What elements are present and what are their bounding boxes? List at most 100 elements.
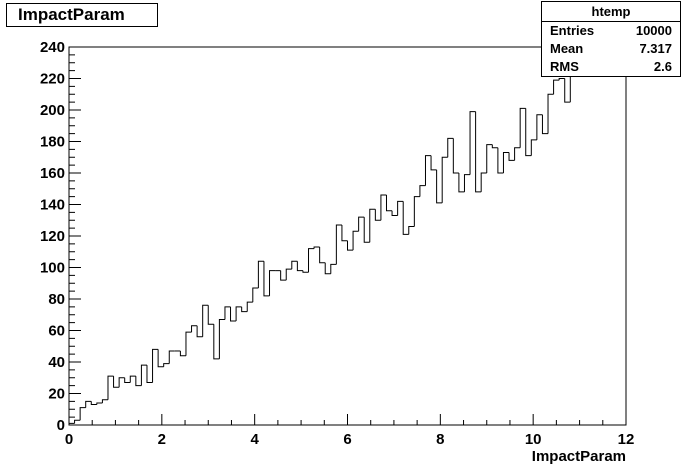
histogram-bar — [341, 224, 348, 242]
histogram-bar — [530, 139, 537, 156]
y-tick-label: 240 — [40, 39, 65, 56]
histogram-bar — [486, 144, 493, 173]
stats-row-mean: Mean 7.317 — [542, 40, 680, 58]
histogram-bar — [152, 348, 159, 383]
histogram-bar — [263, 261, 270, 297]
histogram-bar — [363, 217, 370, 243]
histogram-bar — [358, 216, 365, 232]
x-tick-label: 2 — [158, 431, 166, 448]
histogram-bar — [452, 138, 459, 174]
histogram-bar — [163, 363, 170, 367]
histogram-bar — [280, 270, 287, 281]
stats-value: 10000 — [635, 23, 672, 38]
histogram-bar — [296, 261, 303, 272]
x-tick-label: 8 — [436, 431, 444, 448]
histogram-bar — [302, 270, 309, 273]
histogram-bar — [213, 324, 220, 360]
histogram-bar — [408, 226, 415, 235]
histogram-bar — [335, 224, 342, 265]
y-tick-label: 100 — [40, 260, 65, 277]
histogram-bar — [463, 174, 471, 192]
y-tick-label: 20 — [48, 386, 65, 403]
histogram-bar — [218, 318, 225, 359]
y-tick-label: 0 — [57, 417, 65, 434]
histogram-title: ImpactParam — [6, 3, 158, 27]
histogram-bar — [313, 246, 320, 249]
histogram-bar — [424, 155, 432, 186]
x-tick-label: 12 — [618, 431, 635, 448]
histogram-bars — [69, 63, 582, 425]
histogram-bar — [157, 349, 164, 368]
histogram-bar — [79, 407, 86, 421]
histogram-bar — [352, 230, 359, 251]
histogram-bar — [129, 375, 136, 383]
histogram-bar — [235, 306, 242, 322]
histogram-bar — [564, 78, 571, 103]
stats-key: Mean — [550, 41, 584, 56]
histogram-bar — [413, 196, 420, 227]
histogram-bar — [252, 287, 259, 303]
histogram-bar — [107, 375, 114, 400]
histogram-bar — [385, 195, 393, 212]
histogram-bar — [324, 262, 331, 275]
histogram-bar — [113, 376, 120, 388]
stats-histogram-name: htemp — [542, 2, 680, 22]
histogram-bar — [525, 108, 532, 157]
histogram-bar — [469, 111, 476, 175]
histogram-bar — [419, 185, 426, 197]
histogram-bar — [475, 111, 482, 193]
y-tick-label: 220 — [40, 71, 65, 88]
histogram-bar — [480, 172, 487, 192]
histogram-bar — [458, 173, 465, 193]
histogram-bar — [224, 306, 231, 320]
y-tick-label: 160 — [40, 165, 65, 182]
y-tick-label: 200 — [40, 102, 65, 119]
histogram-bar — [285, 268, 292, 281]
x-tick-label: 4 — [250, 431, 259, 448]
histogram-bar — [241, 306, 248, 313]
histogram-bar — [391, 210, 398, 217]
x-tick-label: 6 — [343, 431, 351, 448]
histogram-title-text: ImpactParam — [18, 5, 125, 24]
histogram-bar — [230, 306, 237, 322]
histogram-bar — [257, 260, 264, 288]
histogram-bar — [430, 155, 437, 171]
histogram-bar — [553, 79, 560, 95]
histogram-bar — [402, 201, 409, 235]
histogram-bar — [74, 419, 81, 424]
histogram-bar — [202, 304, 209, 337]
histogram-bar — [447, 137, 454, 158]
y-tick-label: 140 — [40, 197, 65, 214]
histogram-bar — [246, 301, 253, 312]
histogram-bar — [96, 402, 103, 405]
y-tick-label: 40 — [48, 354, 65, 371]
y-tick-label: 80 — [48, 291, 65, 308]
histogram-bar — [168, 350, 175, 364]
histogram-bar — [330, 263, 337, 274]
histogram-bar — [185, 331, 192, 356]
stats-row-rms: RMS 2.6 — [542, 58, 680, 76]
x-tick-label: 0 — [65, 431, 73, 448]
y-axis: 0 20 40 60 80 100 120 140 160 180 200 220 240 — [40, 39, 81, 434]
histogram-bar — [85, 400, 92, 408]
histogram-bar — [308, 248, 315, 273]
histogram-bar — [547, 93, 554, 134]
histogram-bar — [191, 325, 198, 333]
y-tick-label: 60 — [48, 323, 65, 340]
histogram-bar — [118, 377, 125, 388]
histogram-bar — [558, 78, 565, 81]
stats-value: 2.6 — [653, 59, 672, 74]
histogram-bar — [491, 144, 498, 149]
histogram-bar — [369, 208, 376, 243]
histogram-bar — [291, 260, 298, 270]
x-tick-label: 10 — [525, 431, 542, 448]
histogram-bar — [380, 194, 387, 221]
stats-key: RMS — [550, 59, 579, 74]
y-tick-label: 120 — [40, 228, 65, 245]
statistics-box: htemp Entries 10000 Mean 7.317 RMS 2.6 — [541, 1, 681, 77]
histogram-bar — [441, 156, 448, 203]
stats-key: Entries — [550, 23, 595, 38]
histogram-bar — [90, 401, 97, 406]
histogram-bar — [319, 247, 326, 264]
